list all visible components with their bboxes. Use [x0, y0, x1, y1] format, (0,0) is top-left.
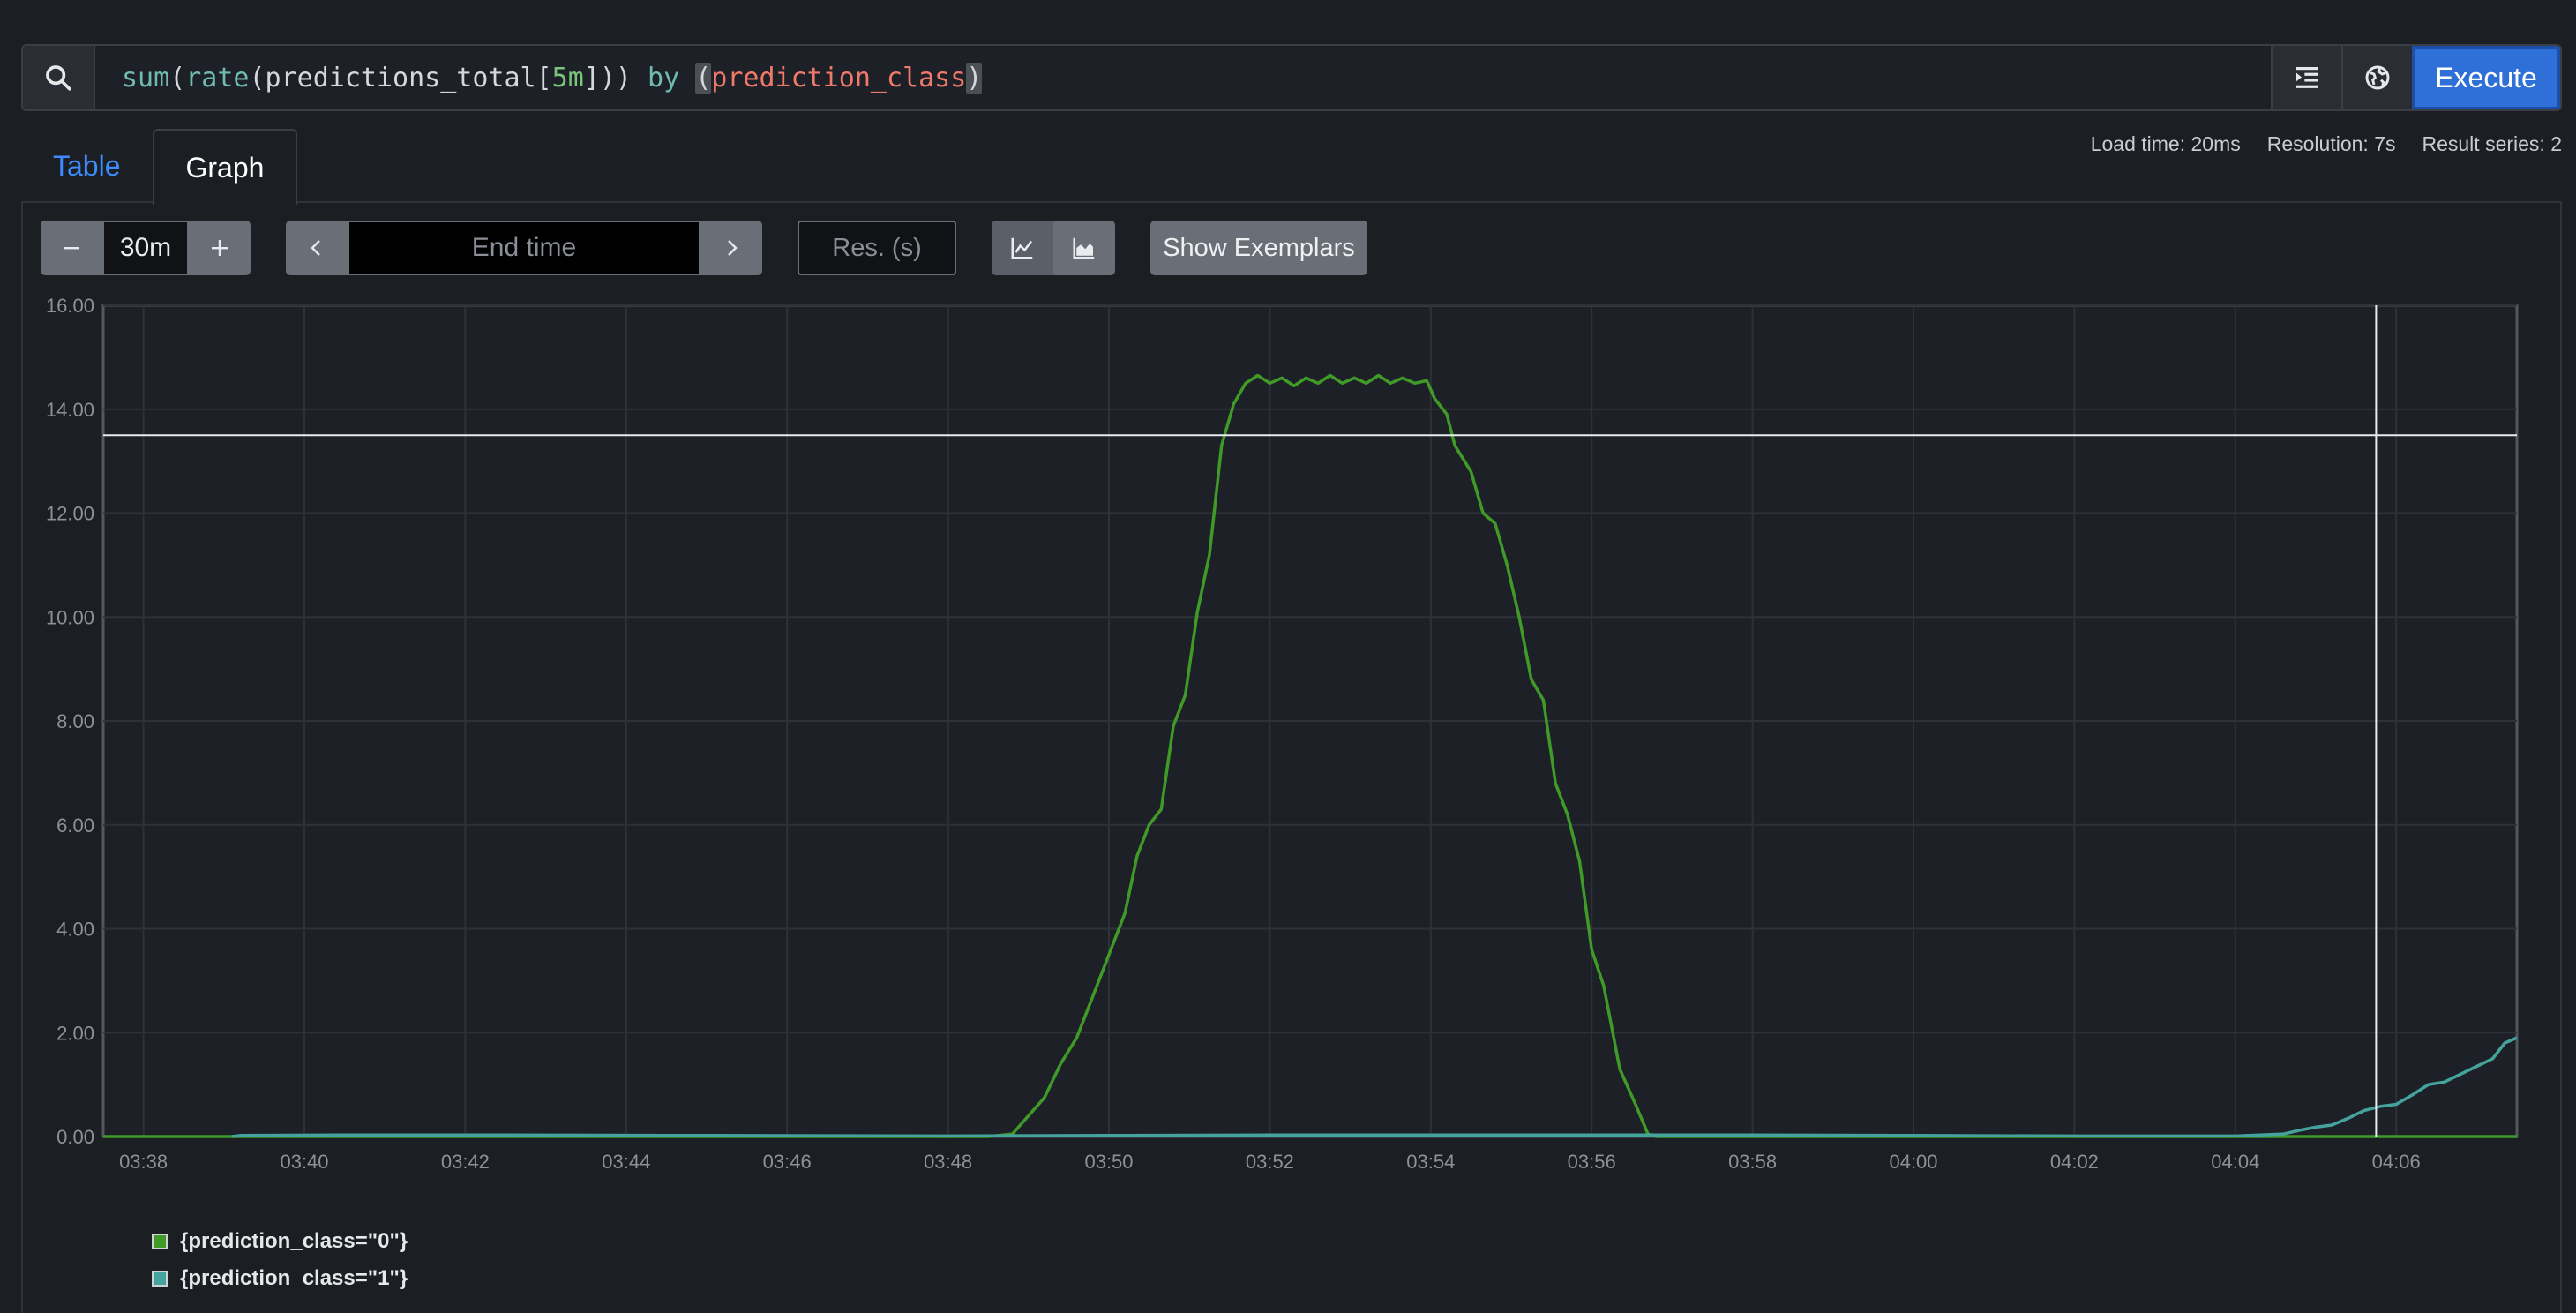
x-tick-label: 03:52 — [1246, 1151, 1294, 1173]
x-tick-label: 03:50 — [1084, 1151, 1133, 1173]
decrease-range-button[interactable] — [41, 221, 102, 275]
load-time: Load time: 20ms — [2090, 132, 2241, 155]
chevron-left-icon — [311, 240, 320, 256]
format-expression-button[interactable] — [2271, 46, 2341, 109]
query-token: (predictions_total[ — [249, 62, 552, 94]
chart-legend: {prediction_class="0"} {prediction_class=… — [152, 1223, 408, 1297]
legend-swatch — [152, 1234, 168, 1249]
query-token: ( — [169, 62, 186, 94]
query-token: ) — [966, 62, 983, 94]
query-stats: Load time: 20ms Resolution: 7s Result se… — [2091, 132, 2562, 156]
query-token: sum — [122, 62, 170, 94]
x-tick-label: 04:06 — [2372, 1151, 2421, 1173]
y-tick-label: 14.00 — [46, 399, 94, 421]
tab-table[interactable]: Table — [53, 149, 121, 182]
series-line-0 — [103, 373, 2517, 1138]
x-tick-label: 04:02 — [2050, 1151, 2099, 1173]
x-tick-label: 03:46 — [763, 1151, 812, 1173]
metrics-explorer-icon — [2365, 65, 2390, 90]
legend-label: {prediction_class="1"} — [180, 1266, 408, 1290]
expression-input[interactable]: sum(rate (predictions_total[5m])) by (pre… — [95, 46, 2271, 109]
y-tick-label: 8.00 — [56, 710, 94, 732]
query-token: by — [648, 62, 680, 94]
chart-type-toggle — [992, 221, 1115, 275]
chevron-right-icon — [728, 240, 738, 256]
y-tick-label: 4.00 — [56, 919, 94, 941]
area-chart-icon — [1073, 237, 1095, 259]
format-indent-icon — [2296, 67, 2318, 88]
show-exemplars-button[interactable]: Show Exemplars — [1150, 221, 1367, 275]
x-tick-label: 03:56 — [1568, 1151, 1616, 1173]
tab-graph[interactable]: Graph — [152, 129, 298, 205]
increase-range-button[interactable] — [189, 221, 251, 275]
range-control: 30m — [41, 221, 251, 275]
y-tick-label: 2.00 — [56, 1022, 94, 1044]
search-icon — [46, 65, 71, 91]
x-tick-label: 03:42 — [441, 1151, 490, 1173]
execute-button[interactable]: Execute — [2412, 46, 2560, 109]
resolution-stat: Resolution: 7s — [2266, 132, 2396, 155]
series-line-1 — [231, 1036, 2518, 1138]
minus-icon — [64, 247, 79, 250]
line-chart-icon — [1011, 237, 1033, 259]
y-tick-label: 12.00 — [46, 503, 94, 525]
resolution-input[interactable]: Res. (s) — [798, 221, 956, 275]
x-tick-label: 03:54 — [1406, 1151, 1455, 1173]
result-series: Result series: 2 — [2422, 132, 2562, 155]
end-time-control: End time — [286, 221, 762, 275]
x-tick-label: 04:00 — [1889, 1151, 1937, 1173]
y-tick-label: 6.00 — [56, 814, 94, 837]
y-tick-label: 16.00 — [46, 295, 94, 317]
x-tick-label: 04:04 — [2211, 1151, 2259, 1173]
expression-bar: sum(rate (predictions_total[5m])) by (pre… — [21, 44, 2562, 111]
metrics-explorer-button[interactable] — [2341, 46, 2412, 109]
stacked-chart-button[interactable] — [1053, 221, 1115, 275]
x-tick-label: 03:38 — [119, 1151, 168, 1173]
unstacked-chart-button[interactable] — [992, 221, 1053, 275]
x-tick-label: 03:58 — [1728, 1151, 1777, 1173]
legend-label: {prediction_class="0"} — [180, 1229, 408, 1253]
legend-item[interactable]: {prediction_class="0"} — [152, 1223, 408, 1260]
query-token: prediction_class — [711, 62, 967, 94]
query-token: 5m — [551, 62, 584, 94]
query-token: rate — [185, 62, 250, 94]
view-tabs: Table Graph — [21, 129, 298, 205]
query-token: ( — [695, 62, 712, 94]
plus-icon — [212, 240, 228, 256]
legend-item[interactable]: {prediction_class="1"} — [152, 1260, 408, 1297]
x-tick-label: 03:48 — [924, 1151, 972, 1173]
y-tick-label: 0.00 — [56, 1126, 94, 1148]
graph-panel — [21, 201, 2562, 1313]
x-tick-label: 03:44 — [602, 1151, 650, 1173]
query-token: ])) — [583, 62, 648, 94]
previous-time-button[interactable] — [286, 221, 348, 275]
legend-swatch — [152, 1271, 168, 1287]
end-time-input[interactable]: End time — [348, 221, 700, 275]
search-icon-cell — [23, 46, 95, 109]
next-time-button[interactable] — [700, 221, 762, 275]
range-input[interactable]: 30m — [102, 221, 189, 275]
y-tick-label: 10.00 — [46, 606, 94, 628]
x-tick-label: 03:40 — [280, 1151, 328, 1173]
